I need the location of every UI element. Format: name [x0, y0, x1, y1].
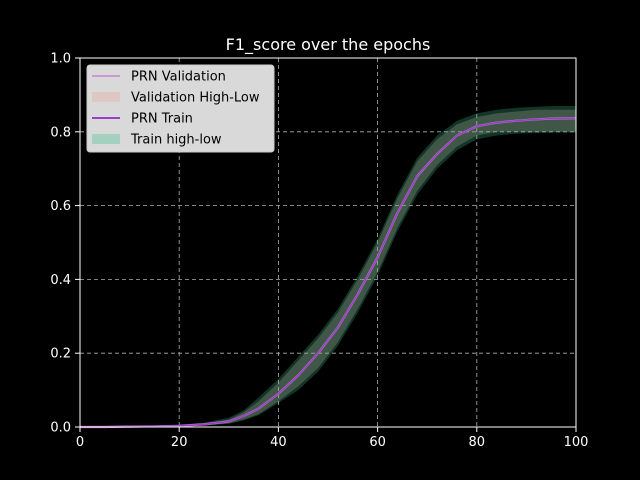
y-tick-label: 0.8: [50, 125, 71, 140]
chart-title: F1_score over the epochs: [226, 35, 431, 55]
y-tick-label: 0.4: [50, 273, 71, 288]
legend-band-swatch: [92, 92, 120, 102]
x-tick-label: 0: [76, 435, 84, 450]
x-tick-label: 40: [270, 435, 287, 450]
x-tick-label: 80: [469, 435, 486, 450]
y-tick-label: 1.0: [50, 52, 71, 67]
axes-frame: [79, 57, 577, 428]
legend-label: PRN Validation: [131, 70, 226, 85]
legend-label: PRN Train: [131, 112, 193, 127]
legend-label: Validation High-Low: [131, 91, 260, 106]
y-tick-label: 0.2: [50, 347, 71, 362]
y-tick-label: 0.0: [50, 421, 71, 436]
x-tick-label: 20: [171, 435, 188, 450]
x-tick-label: 100: [564, 435, 589, 450]
legend-label: Train high-low: [130, 133, 222, 148]
y-tick-label: 0.6: [50, 199, 71, 214]
series-line: [80, 117, 577, 428]
legend-box: [86, 64, 275, 153]
legend-band-swatch: [92, 134, 120, 144]
x-tick-label: 60: [369, 435, 386, 450]
plot-area: 0 20 40 60 80 100 0.0 0.2 0.4 0.6 0.8 1.0 PRN Valida…: [50, 52, 588, 451]
